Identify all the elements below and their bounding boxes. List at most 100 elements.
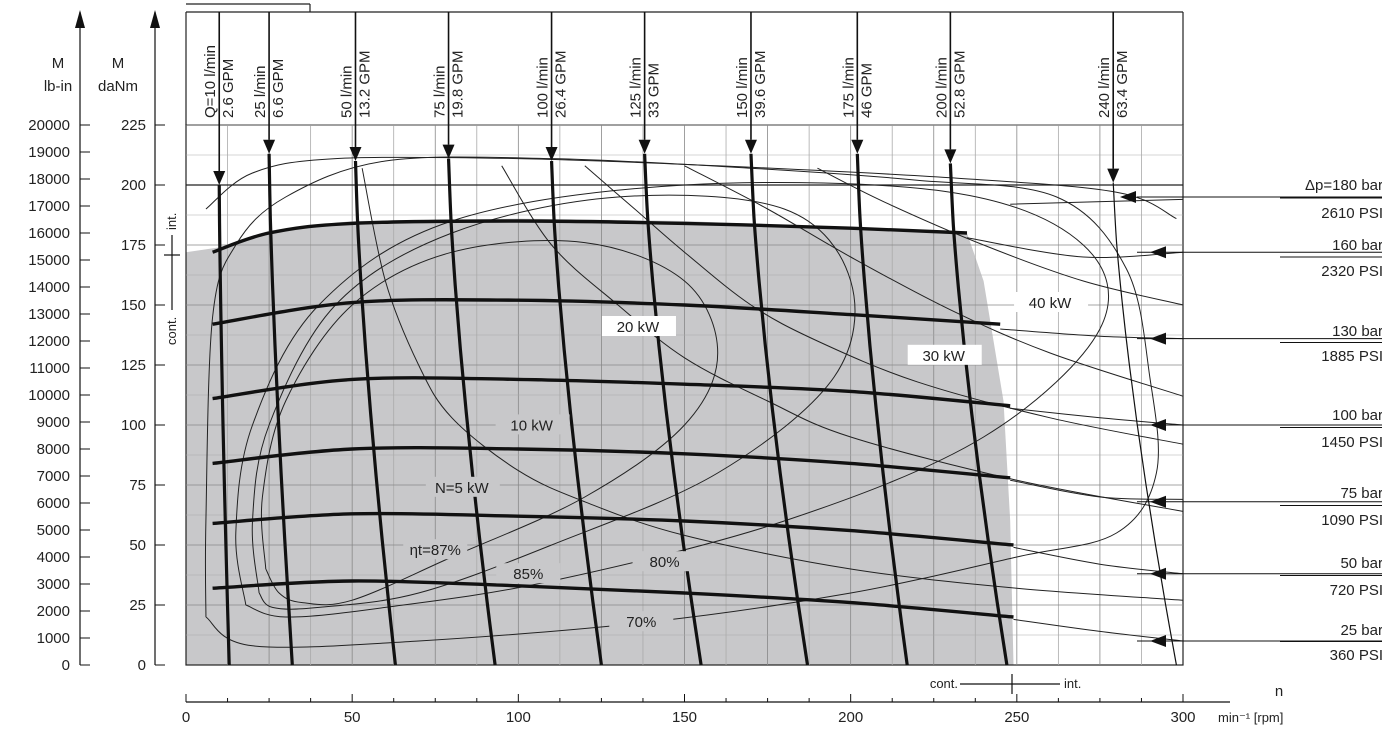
y-danm-tick-label: 50	[129, 537, 146, 554]
power-label: 40 kW	[1029, 295, 1072, 312]
efficiency-curve-87	[260, 240, 719, 606]
label-bg	[403, 539, 468, 560]
arrow-head	[442, 144, 455, 159]
efficiency-label: 70%	[626, 614, 656, 631]
x-tick-label: 0	[182, 709, 190, 726]
y-axis-danm-unit: daNm	[98, 78, 138, 95]
flow-label-gpm: 13.2 GPM	[356, 50, 373, 118]
pressure-tail	[1010, 479, 1184, 500]
label-bg	[495, 414, 570, 435]
int-label-bottom: int.	[1064, 676, 1081, 691]
flow-label-lmin: 240 l/min	[1096, 57, 1113, 118]
label-bg	[632, 551, 697, 572]
flow-line	[549, 160, 603, 666]
flow-line	[855, 153, 909, 666]
flow-label-lmin: 125 l/min	[628, 57, 645, 118]
y-lbin-tick-label: 5000	[37, 522, 70, 539]
x-tick-label: 250	[1004, 709, 1029, 726]
pressure-line	[212, 219, 968, 254]
arrow-head	[1150, 635, 1166, 647]
power-label: 20 kW	[617, 319, 660, 336]
y-danm-tick-label: 200	[121, 177, 146, 194]
flow-label-lmin: 200 l/min	[933, 57, 950, 118]
efficiency-label: 85%	[513, 566, 543, 583]
flow-label-lmin: 50 l/min	[338, 65, 355, 118]
power-label: 30 kW	[922, 348, 965, 365]
power-curve-30kw	[684, 165, 1184, 397]
flow-line	[1112, 182, 1177, 666]
power-curve-40kw	[817, 167, 1184, 306]
flow-label-gpm: 46 GPM	[858, 63, 875, 118]
arrow-head	[851, 139, 864, 154]
arrow-head	[545, 147, 558, 161]
flow-line	[267, 153, 294, 666]
y-axis-lbin-unit: lb-in	[44, 78, 72, 95]
label-bg	[907, 344, 982, 365]
power-curve-5kw	[361, 168, 1184, 601]
y-danm-tick-label: 175	[121, 237, 146, 254]
y-danm-tick-label: 125	[121, 357, 146, 374]
pressure-line	[212, 376, 1011, 408]
pressure-label-psi: 1885 PSI	[1321, 348, 1382, 365]
flow-label-gpm: 52.8 GPM	[951, 50, 968, 118]
pressure-label-bar: 50 bar	[1340, 555, 1382, 572]
flow-label-gpm: 6.6 GPM	[270, 59, 287, 118]
y-danm-tick-label: 0	[138, 657, 146, 674]
pressure-tail	[966, 237, 1184, 259]
axes	[75, 10, 1230, 703]
y-lbin-tick-label: 3000	[37, 576, 70, 593]
y-lbin-tick-label: 15000	[28, 252, 70, 269]
pressure-tail	[1013, 618, 1184, 642]
y-danm-tick-label: 75	[129, 477, 146, 494]
flow-label-gpm: 19.8 GPM	[450, 50, 467, 118]
flow-line	[948, 163, 1009, 666]
y-lbin-tick-label: 1000	[37, 630, 70, 647]
envelope-curve	[205, 156, 1177, 220]
arrow-head	[1107, 168, 1120, 183]
x-axis-unit: min⁻¹ [rpm]	[1218, 710, 1283, 725]
grid	[185, 3, 1184, 666]
y-lbin-tick-label: 8000	[37, 441, 70, 458]
flow-label-lmin: 25 l/min	[252, 65, 269, 118]
pressure-label-bar: 130 bar	[1332, 323, 1382, 340]
arrow-head	[1150, 495, 1166, 508]
y-lbin-tick-label: 14000	[28, 279, 70, 296]
y-danm-tick-label: 25	[129, 597, 146, 614]
arrow-head	[744, 139, 757, 154]
x-tick-label: 50	[344, 709, 361, 726]
pressure-line	[212, 446, 1011, 480]
cont-label-bottom: cont.	[930, 676, 958, 691]
pressure-line	[212, 298, 1001, 326]
y-lbin-tick-label: 17000	[28, 198, 70, 215]
pressure-tail	[1010, 198, 1184, 205]
x-tick-label: 100	[506, 709, 531, 726]
y-danm-tick-label: 100	[121, 417, 146, 434]
label-bg	[601, 316, 676, 336]
y-axis-arrow	[150, 10, 160, 28]
label-bg	[496, 563, 561, 584]
pressure-label-bar: 25 bar	[1340, 622, 1382, 639]
flow-line	[353, 160, 397, 666]
flow-label-gpm: 2.6 GPM	[220, 59, 237, 118]
pressure-label-bar: 100 bar	[1332, 407, 1382, 424]
efficiency-label: ηt=87%	[410, 542, 461, 559]
y-lbin-tick-label: 11000	[29, 360, 70, 377]
pressure-label-psi: 1090 PSI	[1321, 512, 1382, 529]
pressure-label-psi: 720 PSI	[1330, 582, 1382, 599]
arrow-head	[1150, 332, 1166, 345]
efficiency-curve-85	[251, 194, 856, 610]
y-lbin-tick-label: 12000	[28, 333, 70, 350]
y-lbin-tick-label: 6000	[37, 495, 70, 512]
y-danm-tick-label: 150	[121, 297, 146, 314]
y-lbin-tick-label: 4000	[37, 549, 70, 566]
y-lbin-tick-label: 10000	[28, 387, 70, 404]
continuous-region	[186, 218, 1014, 665]
y-axis-lbin-label: M	[52, 55, 65, 72]
pressure-lines	[212, 191, 1382, 647]
x-tick-label: 200	[838, 709, 863, 726]
flow-line	[446, 158, 497, 666]
power-label: N=5 kW	[435, 480, 490, 497]
y-lbin-tick-label: 9000	[37, 414, 70, 431]
